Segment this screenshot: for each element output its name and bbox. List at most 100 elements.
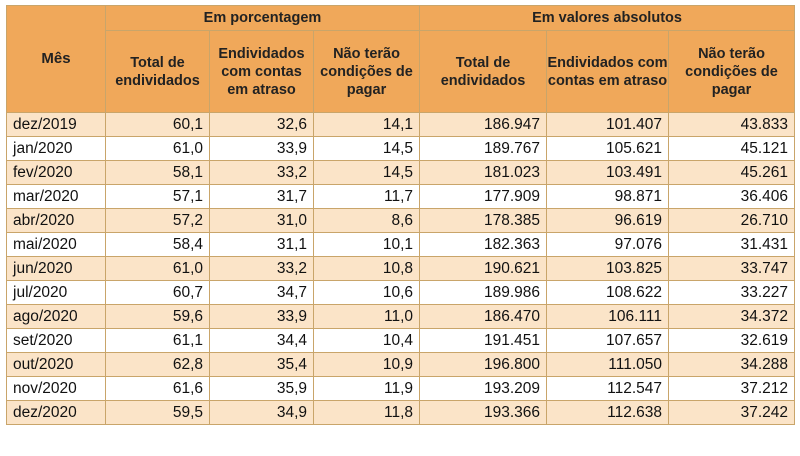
month-cell: ago/2020 bbox=[6, 304, 106, 329]
value-cell: 34.288 bbox=[668, 352, 796, 377]
value-cell: 32,6 bbox=[209, 112, 314, 137]
table-row: out/2020 62,8 35,4 10,9 196.800 111.050 34.288 bbox=[6, 352, 796, 377]
value-cell: 14,1 bbox=[312, 112, 421, 137]
value-cell: 186.470 bbox=[419, 304, 548, 329]
value-cell: 106.111 bbox=[546, 304, 670, 329]
value-cell: 193.209 bbox=[419, 376, 548, 401]
value-cell: 11,7 bbox=[312, 184, 421, 209]
column-header: Total de endividados bbox=[419, 30, 548, 113]
value-cell: 186.947 bbox=[419, 112, 548, 137]
value-cell: 31,7 bbox=[209, 184, 314, 209]
value-cell: 61,6 bbox=[105, 376, 210, 401]
header-group-row: Mês Em porcentagem Em valores absolutos bbox=[6, 5, 796, 113]
table-row: set/2020 61,1 34,4 10,4 191.451 107.657 32.619 bbox=[6, 328, 796, 353]
month-cell: abr/2020 bbox=[6, 208, 106, 233]
column-header: Total de endividados bbox=[105, 30, 210, 113]
value-cell: 31,1 bbox=[209, 232, 314, 257]
column-header: Endividados com contas em atraso bbox=[546, 30, 670, 113]
value-cell: 190.621 bbox=[419, 256, 548, 281]
value-cell: 45.261 bbox=[668, 160, 796, 185]
value-cell: 31,0 bbox=[209, 208, 314, 233]
value-cell: 103.491 bbox=[546, 160, 670, 185]
value-cell: 59,5 bbox=[105, 400, 210, 425]
month-cell: dez/2019 bbox=[6, 112, 106, 137]
value-cell: 61,0 bbox=[105, 136, 210, 161]
header-column-row: Total de endividados Endividados com con… bbox=[7, 30, 796, 113]
table-row: ago/2020 59,6 33,9 11,0 186.470 106.111 34.372 bbox=[6, 304, 796, 329]
value-cell: 10,9 bbox=[312, 352, 421, 377]
value-cell: 112.547 bbox=[546, 376, 670, 401]
value-cell: 43.833 bbox=[668, 112, 796, 137]
table-body: dez/2019 60,1 32,6 14,1 186.947 101.407 43.833… bbox=[6, 112, 796, 425]
data-table: Mês Em porcentagem Em valores absolutos … bbox=[6, 5, 796, 425]
value-cell: 189.986 bbox=[419, 280, 548, 305]
value-cell: 34.372 bbox=[668, 304, 796, 329]
table-row: mai/2020 58,4 31,1 10,1 182.363 97.076 31.431 bbox=[6, 232, 796, 257]
value-cell: 14,5 bbox=[312, 136, 421, 161]
value-cell: 193.366 bbox=[419, 400, 548, 425]
value-cell: 181.023 bbox=[419, 160, 548, 185]
value-cell: 57,2 bbox=[105, 208, 210, 233]
value-cell: 61,1 bbox=[105, 328, 210, 353]
value-cell: 111.050 bbox=[546, 352, 670, 377]
value-cell: 101.407 bbox=[546, 112, 670, 137]
value-cell: 97.076 bbox=[546, 232, 670, 257]
table-header: Mês Em porcentagem Em valores absolutos … bbox=[6, 5, 796, 113]
value-cell: 58,4 bbox=[105, 232, 210, 257]
table-row: jul/2020 60,7 34,7 10,6 189.986 108.622 33.227 bbox=[6, 280, 796, 305]
value-cell: 107.657 bbox=[546, 328, 670, 353]
month-cell: jul/2020 bbox=[6, 280, 106, 305]
value-cell: 33,9 bbox=[209, 136, 314, 161]
group-header-absolute: Em valores absolutos bbox=[419, 5, 796, 31]
value-cell: 103.825 bbox=[546, 256, 670, 281]
month-cell: dez/2020 bbox=[6, 400, 106, 425]
value-cell: 37.242 bbox=[668, 400, 796, 425]
value-cell: 33,2 bbox=[209, 160, 314, 185]
value-cell: 11,9 bbox=[312, 376, 421, 401]
value-cell: 189.767 bbox=[419, 136, 548, 161]
column-header: Não terão condições de pagar bbox=[668, 30, 796, 113]
value-cell: 98.871 bbox=[546, 184, 670, 209]
month-cell: fev/2020 bbox=[6, 160, 106, 185]
value-cell: 33.227 bbox=[668, 280, 796, 305]
table-row: abr/2020 57,2 31,0 8,6 178.385 96.619 26.710 bbox=[6, 208, 796, 233]
value-cell: 14,5 bbox=[312, 160, 421, 185]
value-cell: 57,1 bbox=[105, 184, 210, 209]
value-cell: 61,0 bbox=[105, 256, 210, 281]
value-cell: 11,8 bbox=[312, 400, 421, 425]
value-cell: 26.710 bbox=[668, 208, 796, 233]
table-row: dez/2020 59,5 34,9 11,8 193.366 112.638 37.242 bbox=[6, 400, 796, 425]
value-cell: 35,4 bbox=[209, 352, 314, 377]
value-cell: 34,4 bbox=[209, 328, 314, 353]
month-column-header: Mês bbox=[6, 5, 106, 113]
value-cell: 60,7 bbox=[105, 280, 210, 305]
table-row: nov/2020 61,6 35,9 11,9 193.209 112.547 37.212 bbox=[6, 376, 796, 401]
table-row: dez/2019 60,1 32,6 14,1 186.947 101.407 43.833 bbox=[6, 112, 796, 137]
value-cell: 33,2 bbox=[209, 256, 314, 281]
value-cell: 112.638 bbox=[546, 400, 670, 425]
value-cell: 8,6 bbox=[312, 208, 421, 233]
value-cell: 191.451 bbox=[419, 328, 548, 353]
table-row: fev/2020 58,1 33,2 14,5 181.023 103.491 45.261 bbox=[6, 160, 796, 185]
value-cell: 31.431 bbox=[668, 232, 796, 257]
value-cell: 196.800 bbox=[419, 352, 548, 377]
value-cell: 177.909 bbox=[419, 184, 548, 209]
month-cell: mar/2020 bbox=[6, 184, 106, 209]
month-cell: mai/2020 bbox=[6, 232, 106, 257]
value-cell: 10,6 bbox=[312, 280, 421, 305]
month-cell: jun/2020 bbox=[6, 256, 106, 281]
value-cell: 60,1 bbox=[105, 112, 210, 137]
value-cell: 10,1 bbox=[312, 232, 421, 257]
value-cell: 105.621 bbox=[546, 136, 670, 161]
column-header: Não terão condições de pagar bbox=[312, 30, 421, 113]
month-cell: jan/2020 bbox=[6, 136, 106, 161]
group-header-percentage: Em porcentagem bbox=[104, 5, 421, 31]
value-cell: 10,8 bbox=[312, 256, 421, 281]
value-cell: 32.619 bbox=[668, 328, 796, 353]
month-cell: nov/2020 bbox=[6, 376, 106, 401]
value-cell: 34,7 bbox=[209, 280, 314, 305]
value-cell: 58,1 bbox=[105, 160, 210, 185]
value-cell: 62,8 bbox=[105, 352, 210, 377]
table-row: mar/2020 57,1 31,7 11,7 177.909 98.871 36.406 bbox=[6, 184, 796, 209]
value-cell: 182.363 bbox=[419, 232, 548, 257]
